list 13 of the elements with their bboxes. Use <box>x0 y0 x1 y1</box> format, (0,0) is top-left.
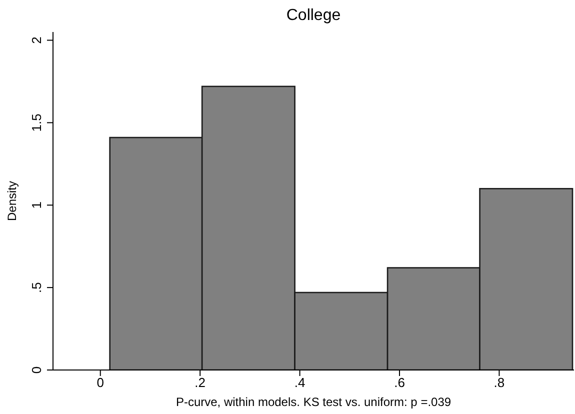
y-tick-label: 1.5 <box>29 114 44 132</box>
y-tick-label: 0 <box>29 366 44 374</box>
x-tick-label: .6 <box>394 375 405 390</box>
x-tick-label: 0 <box>96 375 104 390</box>
y-tick-label: 2 <box>29 36 44 44</box>
y-tick-label: 1 <box>29 202 44 209</box>
y-axis-title: Density <box>5 180 19 222</box>
chart-title: College <box>286 7 341 24</box>
x-tick-label: .8 <box>494 375 505 390</box>
y-tick-label: .5 <box>29 282 44 293</box>
x-tick-label: .2 <box>194 375 206 390</box>
x-tick-label: .4 <box>294 375 306 390</box>
x-axis-title: P-curve, within models. KS test vs. uniform: p =.039 <box>176 395 452 409</box>
